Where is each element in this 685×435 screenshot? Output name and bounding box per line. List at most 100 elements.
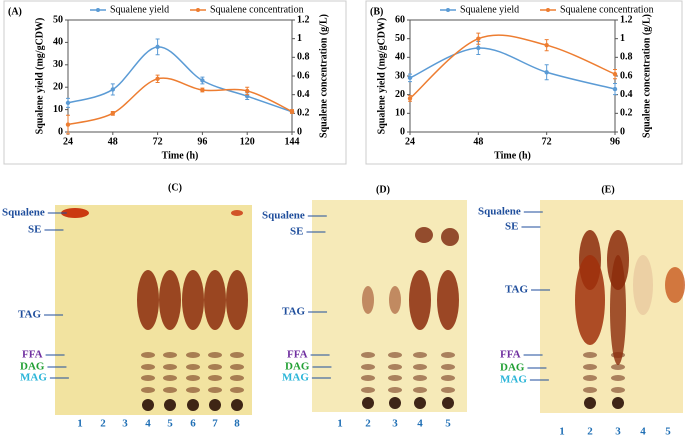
tlc-spot — [665, 267, 685, 303]
tlc-spot — [583, 364, 597, 370]
y-tick-label: 40 — [395, 52, 405, 63]
tlc-spot — [163, 375, 177, 381]
tlc-spot — [141, 364, 155, 370]
y2-tick-label: 1.2 — [620, 14, 633, 25]
tlc-spot — [389, 286, 401, 314]
y2-axis-label: Squalene concentration (g/L) — [641, 14, 652, 138]
tlc-spot — [163, 352, 177, 358]
tlc-spot — [388, 364, 402, 370]
tlc-spot — [141, 375, 155, 381]
y2-tick-label: 0.2 — [620, 108, 633, 119]
data-point — [65, 100, 71, 106]
lane-label: 6 — [190, 418, 196, 430]
legend-marker — [96, 8, 100, 12]
tlc-spot — [142, 399, 154, 411]
tlc-spot — [141, 352, 155, 358]
lane-label: 2 — [587, 426, 593, 435]
lane-label: 4 — [145, 418, 151, 430]
y2-tick-label: 1.2 — [297, 14, 310, 25]
tlc-spot — [361, 352, 375, 358]
tlc-spot — [610, 255, 626, 365]
tlc-spot — [231, 399, 243, 411]
tlc-spot — [388, 387, 402, 393]
tlc-spot — [230, 375, 244, 381]
tlc-spot — [583, 375, 597, 381]
band-label: Squalene — [2, 207, 45, 219]
y2-tick-label: 0.8 — [297, 52, 310, 63]
tlc-spot — [226, 270, 248, 330]
legend-marker — [196, 8, 200, 12]
panel-label: (E) — [601, 184, 614, 195]
lane-label: 2 — [100, 418, 106, 430]
tlc-spot — [361, 364, 375, 370]
tlc-spot — [208, 387, 222, 393]
tlc-spot — [415, 227, 433, 243]
tlc-spot — [361, 387, 375, 393]
y-axis-label: Squalene yield (mg/gCDW) — [376, 18, 387, 135]
lane-label: 8 — [234, 418, 240, 430]
panel-label: (B) — [370, 6, 383, 17]
y-tick-label: 20 — [395, 89, 405, 100]
tlc-spot — [414, 397, 426, 409]
data-point — [544, 70, 549, 75]
band-label: MAG — [282, 372, 309, 384]
band-label: Squalene — [478, 206, 521, 218]
tlc-spot — [208, 352, 222, 358]
tlc-spot — [362, 397, 374, 409]
tlc-spot — [163, 387, 177, 393]
tlc-spot — [187, 399, 199, 411]
x-tick-label: 24 — [405, 136, 415, 147]
data-point — [65, 122, 71, 127]
y2-tick-label: 0 — [297, 126, 302, 137]
series-line — [67, 77, 293, 126]
tlc-spot — [204, 270, 226, 330]
tlc-spot — [362, 286, 374, 314]
tlc-spot — [413, 375, 427, 381]
x-tick-label: 72 — [542, 136, 552, 147]
data-point — [407, 75, 413, 81]
legend-label: Squalene yield — [460, 4, 519, 15]
tlc-spot — [583, 352, 597, 358]
x-tick-label: 48 — [473, 136, 483, 147]
legend-label: Squalene concentration — [210, 4, 304, 15]
band-label: FFA — [22, 349, 43, 361]
data-point — [110, 111, 116, 116]
tlc-spot — [182, 270, 204, 330]
y-axis-label: Squalene yield (mg/gCDW) — [34, 18, 45, 135]
panel-label: (A) — [8, 6, 22, 17]
series-line — [67, 46, 293, 113]
legend-marker — [446, 8, 450, 12]
tlc-spot — [141, 387, 155, 393]
x-tick-label: 96 — [197, 136, 207, 147]
tlc-spot — [186, 364, 200, 370]
lane-label: 7 — [212, 418, 218, 430]
band-label: DAG — [500, 362, 525, 374]
tlc-spot — [361, 375, 375, 381]
band-label: DAG — [20, 361, 45, 373]
tlc-spot — [230, 364, 244, 370]
y2-tick-label: 1 — [620, 33, 625, 44]
x-tick-label: 120 — [240, 136, 255, 147]
lane-label: 5 — [665, 426, 671, 435]
tlc-spot — [413, 387, 427, 393]
band-label: TAG — [18, 309, 41, 321]
tlc-spot — [163, 364, 177, 370]
y-tick-label: 60 — [395, 14, 405, 25]
tlc-spot — [159, 270, 181, 330]
tlc-spot — [611, 364, 625, 370]
band-label: DAG — [285, 361, 310, 373]
lane-label: 3 — [122, 418, 128, 430]
y2-tick-label: 0.4 — [297, 89, 310, 100]
tlc-spot — [231, 210, 243, 216]
y-tick-label: 40 — [53, 37, 63, 48]
legend-label: Squalene yield — [110, 4, 169, 15]
y-tick-label: 50 — [395, 33, 405, 44]
y-tick-label: 10 — [53, 104, 63, 115]
data-point — [155, 44, 160, 50]
tlc-spot — [583, 387, 597, 393]
tlc-spot — [633, 255, 653, 315]
x-axis-label: Time (h) — [162, 150, 199, 161]
data-point — [407, 96, 413, 101]
tlc-spot — [208, 364, 222, 370]
